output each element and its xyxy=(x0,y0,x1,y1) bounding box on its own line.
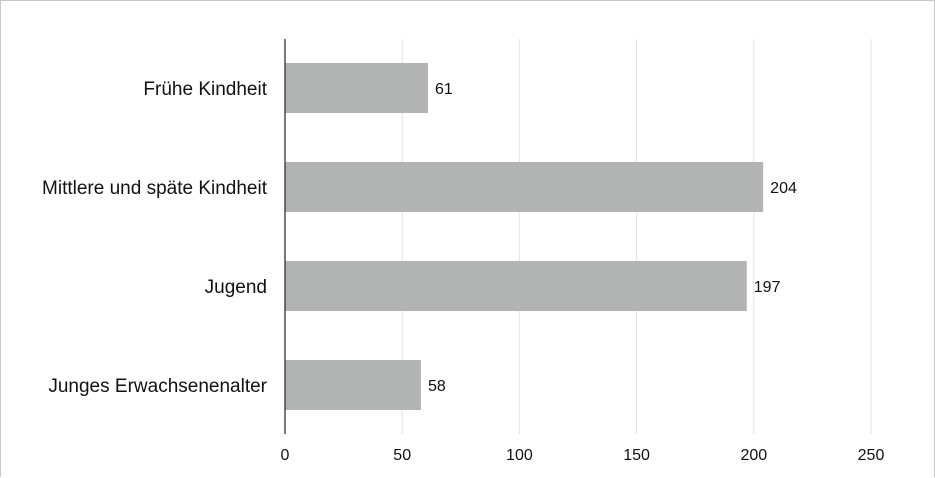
x-tick-label: 50 xyxy=(393,447,411,464)
data-label: 197 xyxy=(754,279,781,296)
x-tick-label: 200 xyxy=(740,447,767,464)
x-tick-label: 0 xyxy=(281,447,290,464)
x-tick-label: 100 xyxy=(506,447,533,464)
x-tick-label: 150 xyxy=(623,447,650,464)
category-label: Frühe Kindheit xyxy=(143,79,267,100)
category-label: Jugend xyxy=(205,277,267,298)
bar xyxy=(285,360,421,410)
data-label: 61 xyxy=(435,81,453,98)
data-label: 204 xyxy=(770,180,797,197)
category-label: Junges Erwachsenenalter xyxy=(48,376,267,397)
bars xyxy=(285,63,764,410)
data-label: 58 xyxy=(428,378,446,395)
labels: 0 50 100 150 200 250 Frühe Kindheit 61 Mittlere … xyxy=(42,79,884,464)
gridlines xyxy=(401,39,872,434)
bar xyxy=(285,261,747,311)
x-tick-label: 250 xyxy=(858,447,885,464)
bar xyxy=(285,63,428,113)
bar xyxy=(285,162,764,212)
category-label: Mittlere und späte Kindheit xyxy=(42,178,268,199)
